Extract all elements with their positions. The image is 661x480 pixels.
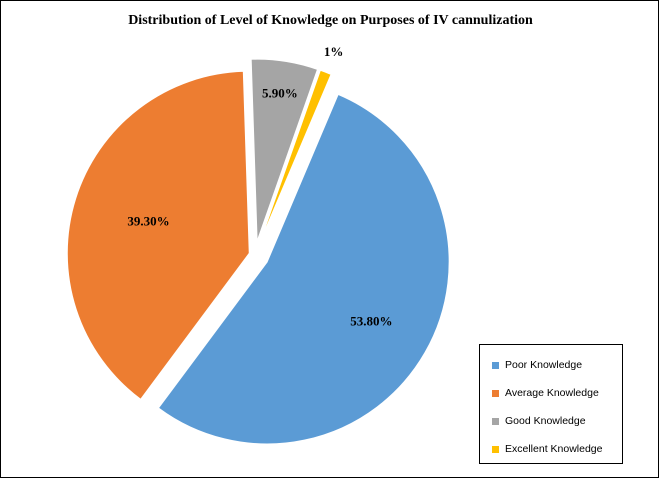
chart-title: Distribution of Level of Knowledge on Pu…	[128, 13, 533, 28]
pie-labels: 53.80% 39.30% 5.90% 1%	[127, 44, 392, 329]
legend: Poor Knowledge Average Knowledge Good Kn…	[479, 344, 623, 464]
legend-label-excellent: Excellent Knowledge	[505, 443, 603, 455]
legend-item-average: Average Knowledge	[492, 379, 622, 407]
pie-slice-average	[66, 70, 250, 400]
legend-swatch-poor	[492, 361, 499, 369]
slice-label-average: 39.30%	[127, 214, 169, 229]
slice-label-excellent: 1%	[324, 44, 344, 59]
legend-label-average: Average Knowledge	[505, 387, 599, 399]
pie-slice-good	[250, 58, 319, 242]
legend-item-excellent: Excellent Knowledge	[492, 435, 622, 463]
slice-label-poor: 53.80%	[350, 314, 392, 329]
pie-slice-poor	[157, 93, 450, 445]
legend-swatch-excellent	[492, 445, 499, 453]
legend-label-good: Good Knowledge	[505, 415, 586, 427]
legend-swatch-average	[492, 389, 499, 397]
legend-label-poor: Poor Knowledge	[505, 359, 583, 371]
pie-slice-excellent	[259, 69, 332, 243]
legend-swatch-good	[492, 417, 499, 425]
legend-item-poor: Poor Knowledge	[492, 351, 622, 379]
legend-item-good: Good Knowledge	[492, 407, 622, 435]
pie-slices	[66, 58, 450, 445]
slice-label-good: 5.90%	[262, 86, 298, 101]
